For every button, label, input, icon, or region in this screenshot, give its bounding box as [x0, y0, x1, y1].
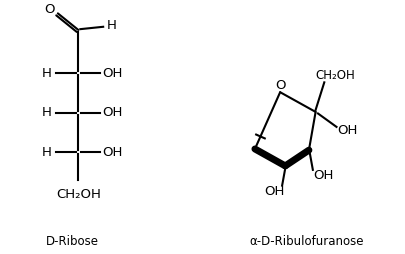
Text: CH₂OH: CH₂OH: [57, 188, 102, 201]
Text: H: H: [42, 67, 52, 80]
Text: α-D-Ribulofuranose: α-D-Ribulofuranose: [250, 235, 364, 248]
Text: OH: OH: [337, 123, 357, 137]
Text: OH: OH: [102, 106, 123, 119]
Text: H: H: [42, 106, 52, 119]
Text: H: H: [42, 146, 52, 158]
Text: O: O: [276, 78, 286, 92]
Text: OH: OH: [102, 146, 123, 158]
Text: CH₂OH: CH₂OH: [315, 69, 355, 82]
Text: D-Ribose: D-Ribose: [46, 235, 99, 248]
Text: OH: OH: [102, 67, 123, 80]
Text: O: O: [45, 3, 55, 16]
Text: H: H: [107, 20, 117, 33]
Text: OH: OH: [314, 169, 334, 182]
Text: OH: OH: [264, 185, 284, 198]
